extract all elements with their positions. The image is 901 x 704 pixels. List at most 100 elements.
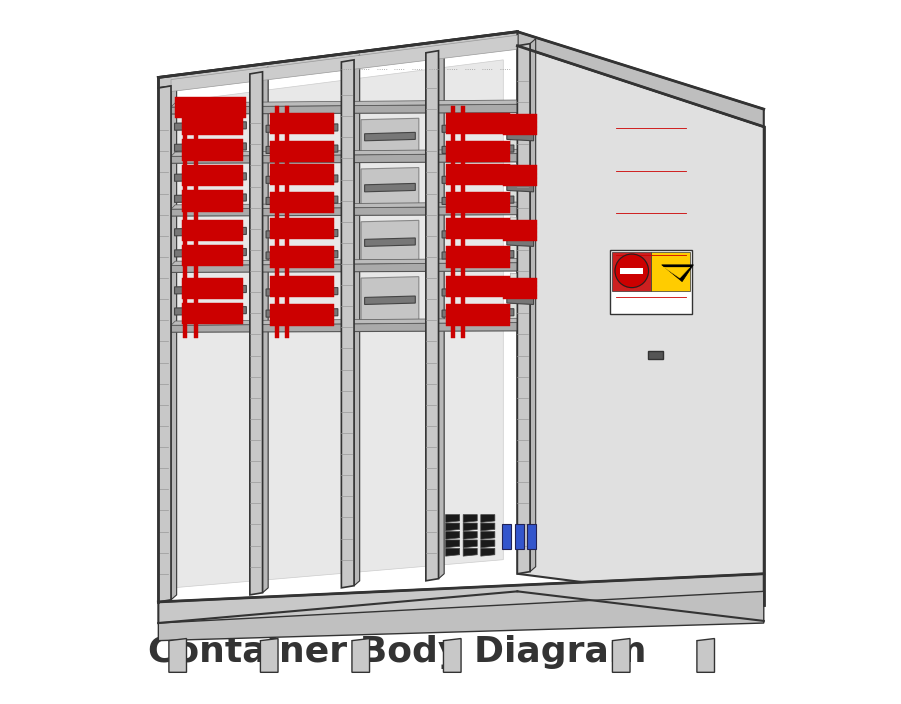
Polygon shape	[171, 206, 517, 216]
Polygon shape	[463, 548, 478, 556]
Polygon shape	[269, 201, 334, 205]
Polygon shape	[446, 246, 510, 251]
Polygon shape	[481, 540, 495, 548]
Polygon shape	[159, 32, 517, 88]
Polygon shape	[446, 532, 460, 539]
Polygon shape	[446, 158, 510, 162]
Polygon shape	[446, 321, 510, 325]
Polygon shape	[175, 286, 246, 294]
Polygon shape	[182, 224, 243, 228]
Polygon shape	[446, 153, 510, 158]
Polygon shape	[175, 227, 246, 236]
Polygon shape	[182, 148, 243, 152]
Polygon shape	[250, 72, 262, 595]
Polygon shape	[159, 574, 764, 623]
Polygon shape	[171, 322, 517, 332]
Polygon shape	[361, 118, 419, 156]
Polygon shape	[426, 51, 439, 581]
Polygon shape	[446, 523, 460, 531]
Polygon shape	[510, 273, 530, 329]
Polygon shape	[664, 268, 690, 278]
Polygon shape	[182, 127, 243, 131]
Polygon shape	[175, 307, 246, 315]
Circle shape	[615, 254, 649, 287]
Polygon shape	[442, 230, 514, 238]
Polygon shape	[262, 67, 268, 593]
Polygon shape	[171, 263, 517, 272]
Bar	[527, 524, 536, 549]
Polygon shape	[269, 259, 334, 263]
Polygon shape	[171, 318, 522, 325]
Polygon shape	[507, 184, 533, 192]
Polygon shape	[504, 182, 537, 187]
Polygon shape	[269, 222, 334, 227]
Polygon shape	[269, 177, 334, 181]
Polygon shape	[182, 320, 243, 324]
Polygon shape	[171, 258, 522, 265]
Polygon shape	[446, 121, 510, 125]
Polygon shape	[266, 196, 338, 205]
Polygon shape	[504, 277, 537, 282]
Polygon shape	[182, 311, 243, 315]
Polygon shape	[182, 203, 243, 208]
Polygon shape	[507, 296, 533, 304]
Polygon shape	[446, 515, 460, 522]
Polygon shape	[504, 232, 537, 237]
Polygon shape	[504, 290, 537, 294]
Polygon shape	[269, 172, 334, 177]
Polygon shape	[269, 231, 334, 235]
Polygon shape	[269, 304, 334, 308]
Polygon shape	[504, 177, 537, 182]
Polygon shape	[266, 251, 338, 259]
Polygon shape	[182, 208, 243, 212]
Polygon shape	[504, 118, 537, 122]
Polygon shape	[269, 289, 334, 293]
Polygon shape	[481, 548, 495, 556]
Polygon shape	[446, 205, 510, 209]
Polygon shape	[446, 293, 510, 297]
Polygon shape	[504, 237, 537, 241]
Polygon shape	[613, 639, 630, 672]
Polygon shape	[269, 125, 334, 130]
Polygon shape	[175, 106, 246, 110]
Polygon shape	[269, 317, 334, 321]
Polygon shape	[446, 548, 460, 556]
Polygon shape	[446, 251, 510, 255]
Polygon shape	[461, 106, 465, 338]
Polygon shape	[504, 127, 537, 131]
Polygon shape	[446, 177, 510, 181]
Polygon shape	[446, 192, 510, 196]
Bar	[613, 251, 651, 291]
Polygon shape	[175, 101, 246, 106]
Polygon shape	[661, 265, 694, 282]
Polygon shape	[269, 276, 334, 280]
Polygon shape	[266, 175, 338, 184]
Polygon shape	[269, 141, 334, 145]
Polygon shape	[365, 238, 415, 246]
Polygon shape	[175, 97, 246, 101]
Polygon shape	[507, 238, 533, 246]
Polygon shape	[446, 317, 510, 321]
Polygon shape	[269, 209, 334, 213]
Polygon shape	[481, 532, 495, 539]
Polygon shape	[446, 164, 510, 168]
Polygon shape	[182, 131, 243, 135]
Polygon shape	[446, 130, 510, 134]
Polygon shape	[182, 170, 243, 174]
Polygon shape	[182, 307, 243, 311]
Polygon shape	[269, 196, 334, 201]
Polygon shape	[481, 515, 495, 522]
Polygon shape	[182, 152, 243, 156]
Polygon shape	[175, 110, 246, 113]
Polygon shape	[446, 227, 510, 231]
Polygon shape	[182, 118, 243, 122]
Polygon shape	[463, 540, 478, 548]
Polygon shape	[504, 122, 537, 127]
Polygon shape	[269, 121, 334, 125]
Polygon shape	[446, 280, 510, 284]
Polygon shape	[266, 287, 338, 296]
Polygon shape	[182, 199, 243, 203]
Polygon shape	[504, 220, 537, 224]
Polygon shape	[504, 294, 537, 298]
Polygon shape	[269, 164, 334, 168]
